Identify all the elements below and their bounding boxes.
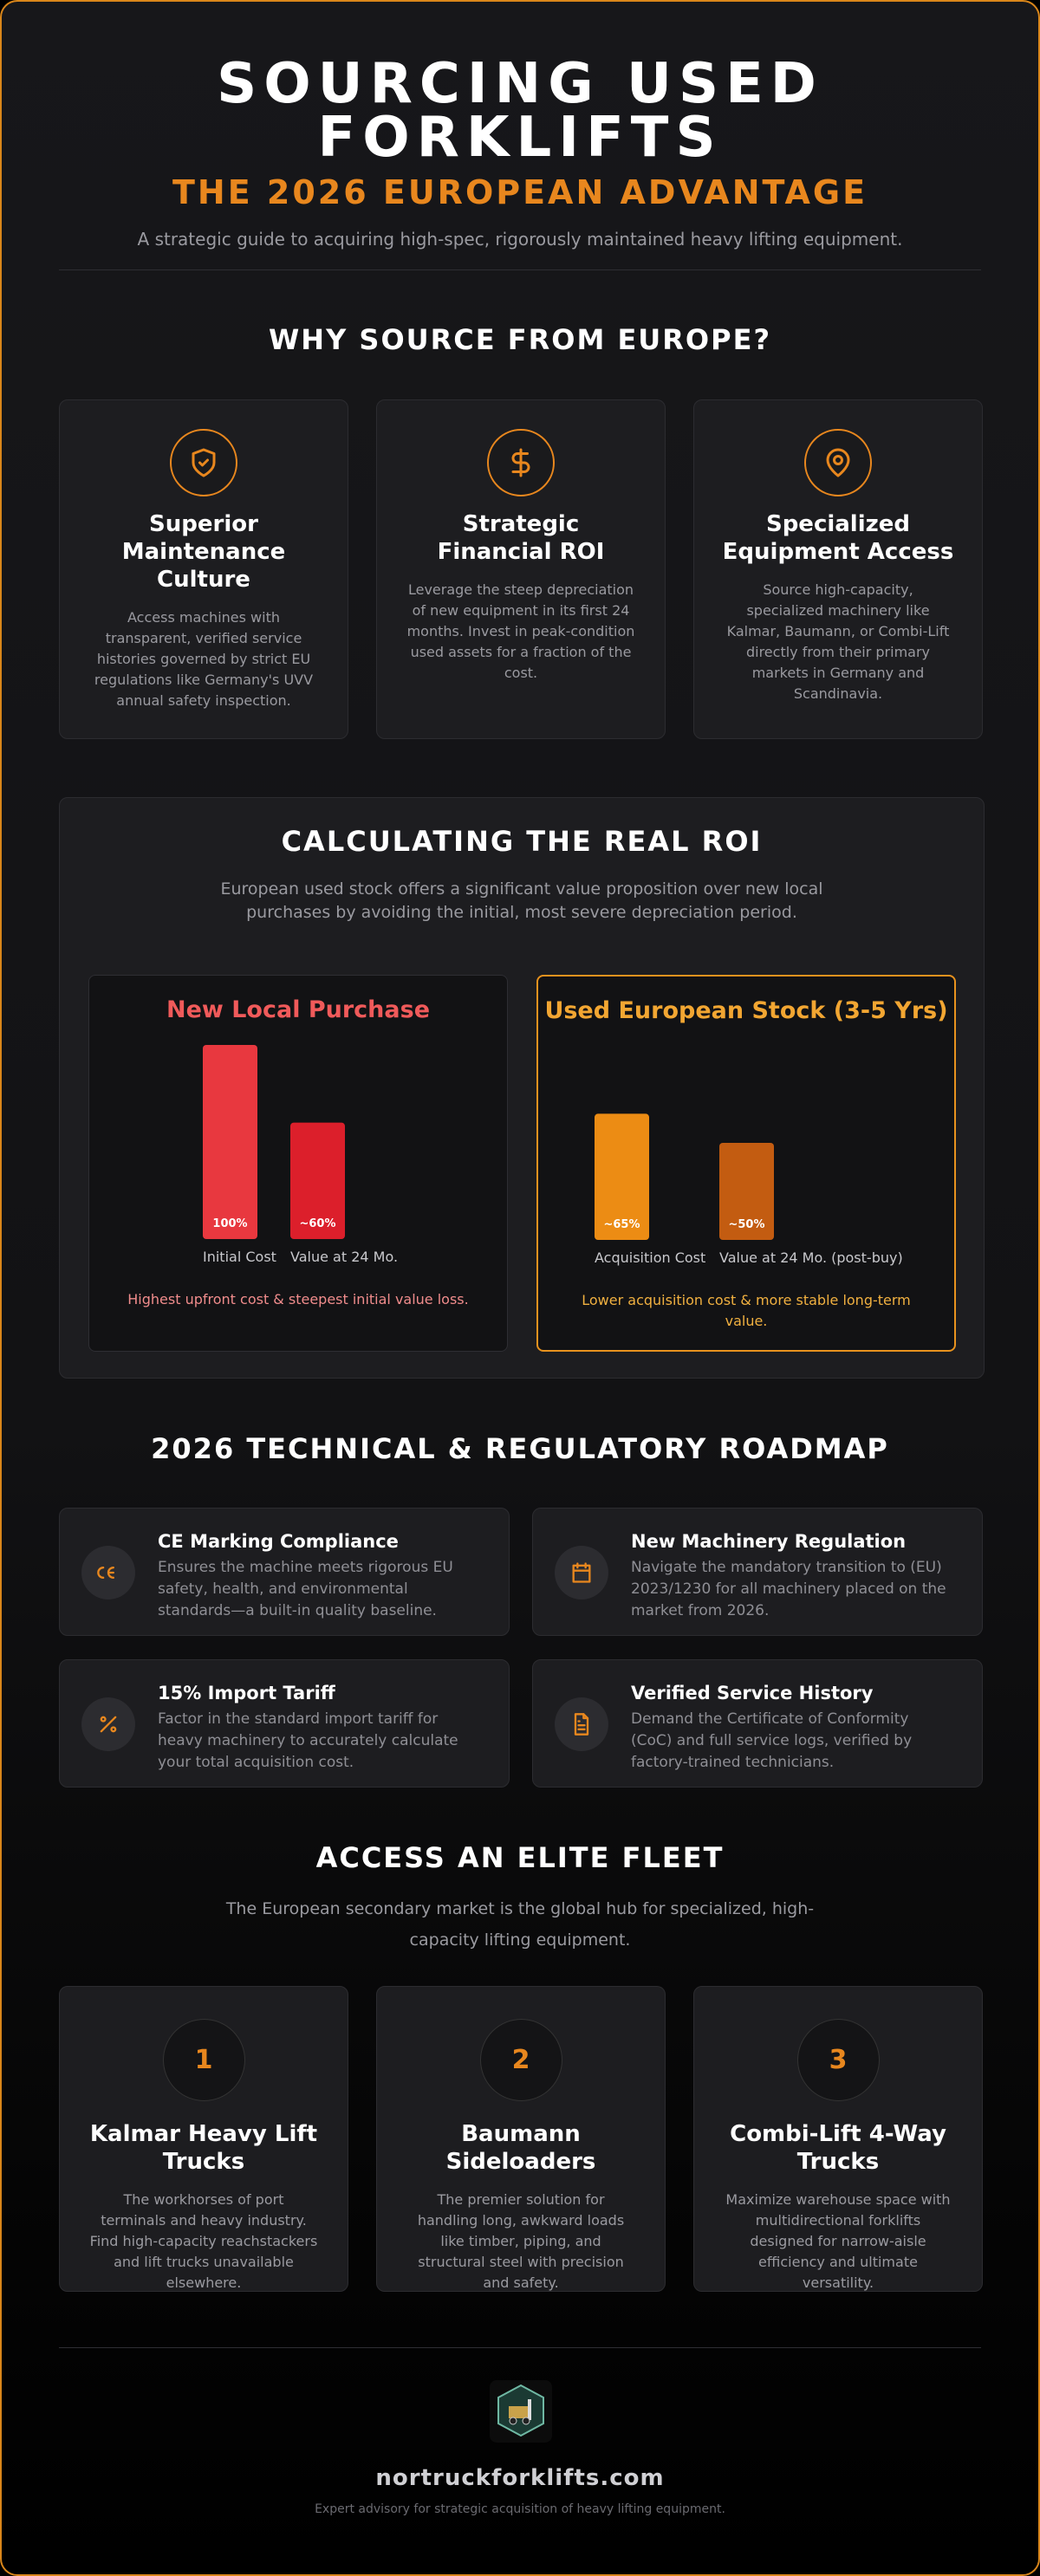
bar	[290, 1122, 345, 1239]
logo	[490, 2380, 552, 2443]
value-label: 100%	[212, 1217, 247, 1230]
icon-path	[100, 1716, 117, 1733]
category-label: Value at 24 Mo.	[290, 1249, 398, 1265]
chart-note: Highest upfront cost & steepest initial …	[127, 1291, 469, 1307]
fleet-card: 1 Kalmar Heavy Lift Trucks The workhorses …	[59, 1986, 348, 2292]
icon-circle	[81, 1697, 135, 1751]
card-text: Maximize warehouse space with multidirec…	[725, 2191, 951, 2291]
roi-panel: CALCULATING THE REAL ROI European used s…	[59, 797, 985, 1379]
value-label: ~50%	[728, 1218, 764, 1231]
roadmap-title: New Machinery Regulation	[631, 1531, 907, 1552]
icon-circle	[81, 1546, 135, 1599]
tagline: A strategic guide to acquiring high-spec…	[137, 229, 903, 250]
icon-path	[110, 1726, 117, 1733]
section-heading: ACCESS AN ELITE FLEET	[315, 1841, 725, 1874]
chart-plot: ~65% Acquisition Cost ~50% Value at 24 Mo. …	[595, 1113, 903, 1266]
icon-path	[833, 455, 843, 465]
feature-card: Strategic Financial ROI Leverage the stee…	[376, 399, 666, 739]
icon-circle	[555, 1546, 608, 1599]
roadmap-card: New Machinery Regulation Navigate the man…	[532, 1508, 983, 1636]
icon-circle	[170, 429, 237, 496]
value-label: ~65%	[603, 1218, 640, 1231]
roadmap-text: Ensures the machine meets rigorous EU sa…	[158, 1559, 453, 1619]
feature-card: Superior Maintenance Culture Access machi…	[59, 399, 348, 739]
value-label: ~60%	[299, 1217, 335, 1230]
roadmap-card: CE Marking Compliance Ensures the machine…	[59, 1508, 510, 1636]
fleet-card: 2 Baumann Sideloaders The premier solution…	[376, 1986, 666, 2292]
chart-plot: 100% Initial Cost ~60% Value at 24 Mo.	[203, 1045, 398, 1265]
roi-intro: European used stock offers a significant…	[220, 879, 823, 922]
main-title: SOURCING USED FORKLIFTS	[217, 52, 823, 170]
chart: 100% Initial Cost ~60% Value at 24 Mo. New L…	[88, 975, 508, 1352]
icon-path	[198, 458, 209, 467]
section-heading: WHY SOURCE FROM EUROPE?	[269, 323, 771, 356]
icon-path	[572, 1564, 591, 1583]
footer-tagline: Expert advisory for strategic acquisitio…	[315, 2502, 725, 2516]
icon-path	[97, 1567, 105, 1579]
chart-title: Used European Stock (3-5 Yrs)	[544, 997, 948, 1024]
bar	[595, 1113, 649, 1240]
roadmap-text: Navigate the mandatory transition to (EU…	[631, 1559, 946, 1619]
icon-circle	[804, 429, 872, 496]
icon-path	[826, 448, 850, 477]
fleet-card: 3 Combi-Lift 4-Way Trucks Maximize warehou…	[693, 1986, 983, 2292]
roadmap-title: CE Marking Compliance	[158, 1531, 399, 1552]
chart-title: New Local Purchase	[166, 996, 431, 1023]
icon-circle	[555, 1697, 608, 1751]
card-title: Strategic Financial ROI	[437, 511, 605, 565]
card-text: Leverage the steep depreciation of new e…	[406, 581, 635, 681]
bar	[203, 1045, 257, 1239]
icon	[511, 448, 530, 477]
footer-domain: nortruckforklifts.com	[375, 2465, 665, 2491]
fleet-number: 1	[162, 2019, 245, 2101]
icon	[574, 1713, 589, 1736]
card-text: The premier solution for handling long, …	[417, 2191, 625, 2291]
roadmap-title: 15% Import Tariff	[158, 1683, 335, 1703]
roadmap-text: Factor in the standard import tariff for…	[158, 1710, 458, 1771]
icon	[97, 1567, 114, 1579]
card-title: Kalmar Heavy Lift Trucks	[89, 2121, 318, 2175]
category-label: Initial Cost	[203, 1249, 276, 1265]
fleet-intro: The European secondary market is the glo…	[225, 1899, 815, 1950]
icon	[572, 1562, 591, 1583]
fleet-number: 2	[479, 2019, 562, 2101]
section-heading: 2026 TECHNICAL & REGULATORY ROADMAP	[151, 1432, 889, 1465]
roadmap-card: 15% Import Tariff Factor in the standard …	[59, 1659, 510, 1788]
icon-path	[100, 1716, 107, 1723]
roadmap-title: Verified Service History	[631, 1683, 874, 1703]
card-text: Source high-capacity, specialized machin…	[726, 581, 950, 702]
feature-card: Specialized Equipment Access Source high-…	[693, 399, 983, 739]
roadmap-text: Demand the Certificate of Conformity (Co…	[631, 1710, 913, 1771]
category-label: Value at 24 Mo. (post-buy)	[719, 1249, 903, 1266]
icon-circle	[487, 429, 555, 496]
section-heading: CALCULATING THE REAL ROI	[281, 825, 763, 858]
subtitle: THE 2026 EUROPEAN ADVANTAGE	[172, 173, 868, 211]
divider	[59, 269, 981, 270]
icon-path	[582, 1713, 589, 1720]
divider	[59, 2347, 981, 2348]
category-label: Acquisition Cost	[595, 1249, 705, 1266]
card-title: Superior Maintenance Culture	[121, 511, 286, 593]
header: SOURCING USED FORKLIFTS THE 2026 EUROPEA…	[2, 52, 1038, 250]
card-title: Baumann Sideloaders	[445, 2121, 596, 2175]
icon-path	[511, 452, 530, 473]
card-text: The workhorses of port terminals and hea…	[89, 2191, 318, 2291]
fleet-number: 3	[796, 2019, 880, 2101]
chart-note: Lower acquisition cost & more stable lon…	[582, 1292, 911, 1329]
icon	[192, 448, 216, 477]
card-title: Combi-Lift 4-Way Trucks	[730, 2121, 946, 2175]
icon	[826, 448, 850, 477]
icon	[100, 1716, 117, 1733]
roadmap-card: Verified Service History Demand the Certi…	[532, 1659, 983, 1788]
chart: ~65% Acquisition Cost ~50% Value at 24 Mo. …	[536, 975, 956, 1352]
bar	[719, 1143, 774, 1240]
card-text: Access machines with transparent, verifi…	[94, 609, 314, 709]
card-title: Specialized Equipment Access	[722, 511, 954, 565]
icon-path	[192, 448, 216, 477]
